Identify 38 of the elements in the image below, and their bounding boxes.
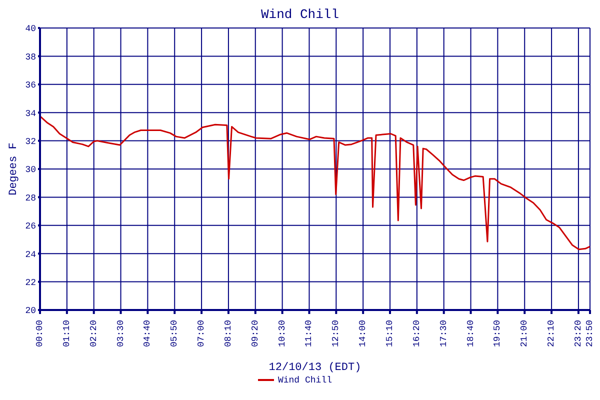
y-tick-label: 26 — [25, 222, 36, 232]
x-tick-label: 11:40 — [304, 320, 314, 348]
y-tick-label: 30 — [25, 165, 36, 176]
y-tick-label: 40 — [25, 24, 36, 34]
x-tick-label: 21:00 — [520, 320, 530, 348]
y-tick-label: 20 — [25, 306, 36, 316]
y-tick-label: 36 — [25, 80, 36, 91]
x-tick-label: 15:10 — [385, 320, 395, 348]
legend-label: Wind Chill — [278, 375, 332, 386]
x-tick-label: 01:10 — [62, 320, 72, 348]
x-tick-label: 04:40 — [142, 320, 153, 348]
x-tick-label: 19:50 — [492, 320, 503, 348]
y-tick-label: 22 — [25, 278, 36, 288]
x-tick-label: 18:40 — [466, 320, 476, 348]
y-tick-label: 38 — [25, 52, 36, 62]
x-tick-label: 22:10 — [546, 320, 557, 348]
x-tick-label: 08:10 — [223, 320, 234, 348]
y-tick-label: 24 — [25, 250, 36, 260]
x-tick-label: 00:00 — [35, 320, 45, 348]
y-axis-title: Degees F — [8, 142, 20, 196]
x-tick-label: 07:00 — [196, 320, 207, 348]
x-tick-label: 10:30 — [277, 320, 288, 348]
chart-title: Wind Chill — [260, 7, 340, 22]
x-tick-label: 05:50 — [170, 320, 180, 348]
y-tick-label: 34 — [25, 108, 36, 119]
x-tick-label: 09:20 — [250, 320, 260, 348]
x-tick-label: 16:20 — [412, 320, 422, 348]
x-tick-label: 17:30 — [438, 320, 449, 348]
x-tick-label: 02:20 — [88, 320, 99, 348]
y-tick-label: 28 — [25, 193, 36, 204]
line-series — [40, 115, 590, 250]
x-axis-title: 12/10/13 (EDT) — [268, 362, 362, 374]
x-tick-label: 23:20 — [573, 320, 584, 348]
x-tick-label: 12:50 — [331, 320, 342, 348]
y-tick-label: 32 — [25, 136, 36, 147]
x-tick-label: 14:00 — [358, 320, 368, 348]
x-tick-label: 03:30 — [116, 320, 126, 348]
x-tick-label: 23:50 — [585, 320, 595, 348]
